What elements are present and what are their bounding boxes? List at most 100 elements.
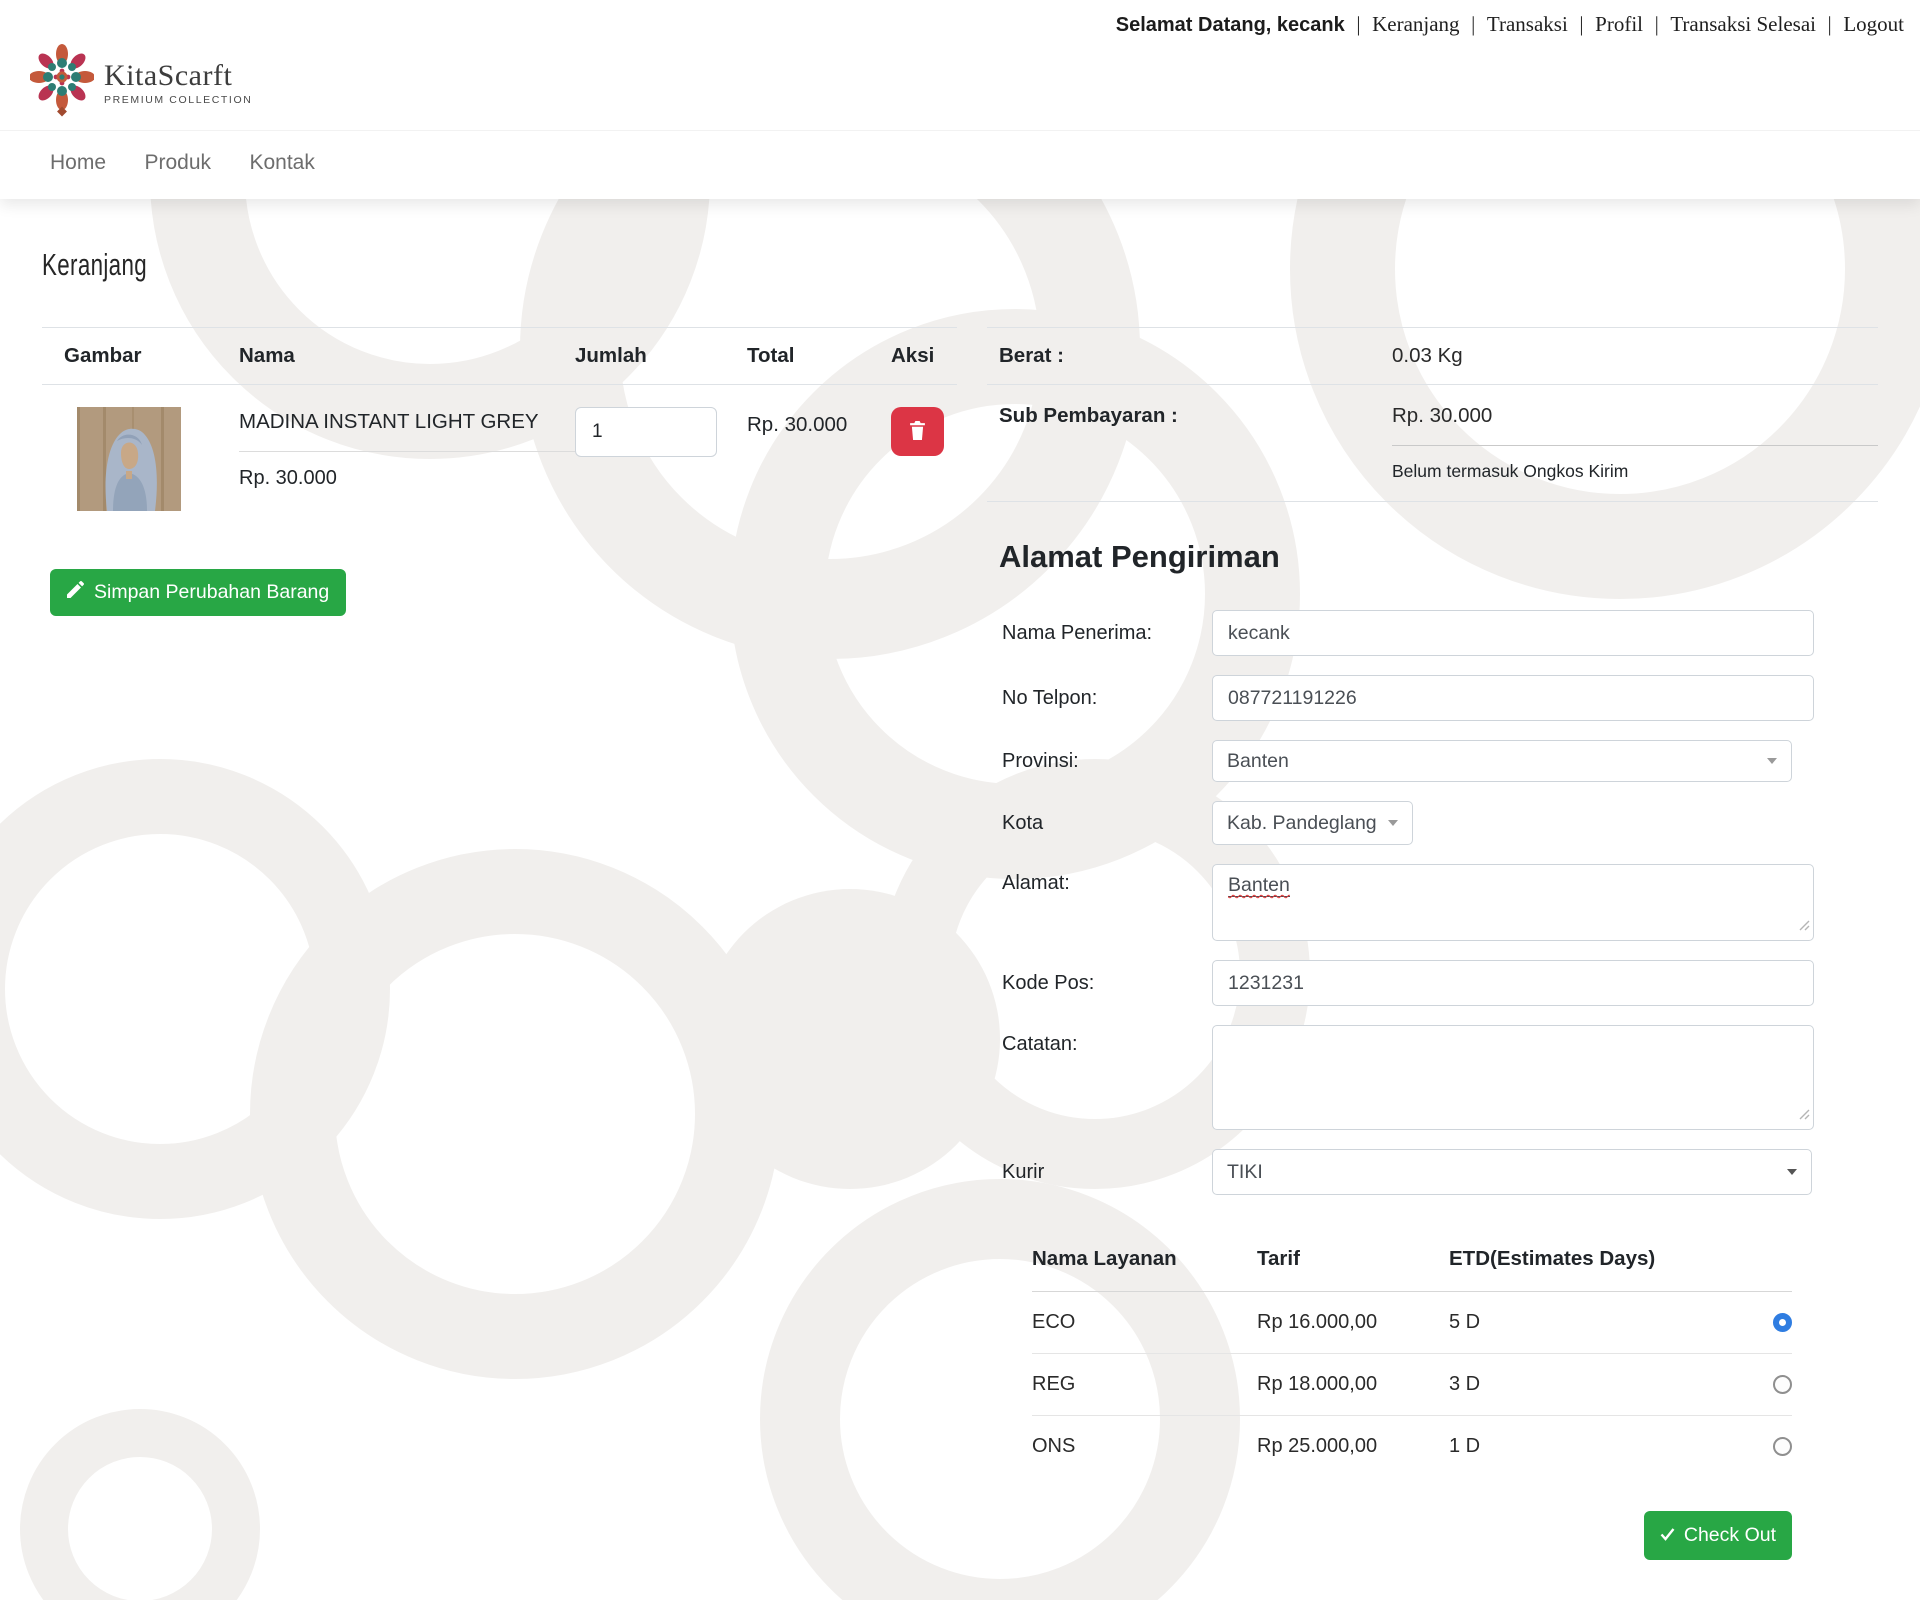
- alamat-value: Banten: [1228, 874, 1290, 896]
- form-row-kota: Kota Kab. Pandeglang: [987, 801, 1878, 845]
- service-etd: 5 D: [1449, 1311, 1481, 1333]
- mandala-flower-icon: [29, 41, 95, 124]
- shipping-option-radio-reg[interactable]: [1773, 1375, 1792, 1394]
- brand-header: KitaScarft PREMIUM COLLECTION: [0, 39, 1920, 130]
- subtotal-row: Sub Pembayaran : Rp. 30.000 Belum termas…: [987, 385, 1878, 502]
- user-topbar: Selamat Datang, kecank | Keranjang | Tra…: [0, 0, 1920, 39]
- alamat-label: Alamat:: [1002, 872, 1070, 894]
- separator: |: [1654, 12, 1659, 36]
- subtotal-label: Sub Pembayaran :: [999, 404, 1178, 427]
- row-total: Rp. 30.000: [747, 413, 848, 436]
- delete-item-button[interactable]: [891, 407, 944, 456]
- kurir-select[interactable]: TIKI: [1212, 1149, 1812, 1195]
- column-header-total: Total: [747, 344, 795, 367]
- column-header-tarif: Tarif: [1257, 1247, 1300, 1270]
- kode-pos-field[interactable]: [1212, 960, 1814, 1006]
- subtotal-value: Rp. 30.000: [1392, 404, 1878, 446]
- provinsi-select[interactable]: Banten: [1212, 740, 1792, 782]
- provinsi-selected-value: Banten: [1227, 749, 1289, 772]
- service-name: REG: [1032, 1373, 1076, 1395]
- separator: |: [1471, 12, 1476, 36]
- kurir-label: Kurir: [1002, 1160, 1045, 1183]
- shipping-option-radio-eco[interactable]: [1773, 1313, 1792, 1332]
- separator: |: [1827, 12, 1832, 36]
- topbar-link-transaksi[interactable]: Transaksi: [1486, 12, 1568, 36]
- quantity-input[interactable]: [575, 407, 717, 457]
- shipping-options-header: Nama Layanan Tarif ETD(Estimates Days): [1032, 1237, 1792, 1292]
- nama-penerima-label: Nama Penerima:: [1002, 621, 1153, 644]
- weight-value: 0.03 Kg: [1392, 344, 1463, 367]
- trash-icon: [909, 420, 926, 443]
- product-name: MADINA INSTANT LIGHT GREY: [239, 407, 575, 452]
- form-row-kurir: Kurir TIKI: [987, 1149, 1878, 1195]
- form-row-no-telpon: No Telpon:: [987, 675, 1878, 721]
- service-name: ONS: [1032, 1435, 1076, 1457]
- form-row-kode-pos: Kode Pos:: [987, 960, 1878, 1006]
- nav-item-home[interactable]: Home: [50, 151, 107, 174]
- nav-item-produk[interactable]: Produk: [144, 151, 212, 174]
- pencil-icon: [67, 581, 84, 604]
- column-header-nama-layanan: Nama Layanan: [1032, 1247, 1177, 1270]
- save-changes-label: Simpan Perubahan Barang: [94, 581, 330, 603]
- shipping-options-table: Nama Layanan Tarif ETD(Estimates Days) E…: [1032, 1237, 1792, 1560]
- column-header-gambar: Gambar: [64, 344, 142, 367]
- chevron-down-icon: [1767, 758, 1777, 764]
- provinsi-label: Provinsi:: [1002, 749, 1079, 772]
- service-tarif: Rp 16.000,00: [1257, 1311, 1378, 1333]
- kode-pos-label: Kode Pos:: [1002, 971, 1095, 994]
- shipping-option-radio-ons[interactable]: [1773, 1437, 1792, 1456]
- resize-grip-icon[interactable]: [1799, 1103, 1810, 1126]
- column-header-aksi: Aksi: [891, 344, 935, 367]
- no-telpon-field[interactable]: [1212, 675, 1814, 721]
- kota-select[interactable]: Kab. Pandeglang: [1212, 801, 1413, 845]
- product-photo: [77, 407, 181, 511]
- topbar-link-profil[interactable]: Profil: [1595, 12, 1643, 36]
- kurir-selected-value: TIKI: [1227, 1160, 1263, 1183]
- column-header-nama: Nama: [239, 344, 295, 367]
- welcome-text: Selamat Datang, kecank: [1115, 14, 1345, 36]
- chevron-down-icon: [1787, 1169, 1797, 1175]
- topbar-link-logout[interactable]: Logout: [1843, 12, 1904, 36]
- cart-table-header: Gambar Nama Jumlah Total Aksi: [42, 327, 957, 385]
- page-title: Keranjang: [42, 247, 148, 282]
- shipping-option-row-ons: ONS Rp 25.000,00 1 D: [1032, 1416, 1792, 1477]
- catatan-textarea[interactable]: [1212, 1025, 1814, 1130]
- checkout-label: Check Out: [1683, 1524, 1776, 1546]
- form-row-alamat: Alamat: Banten: [987, 864, 1878, 941]
- form-row-provinsi: Provinsi: Banten: [987, 740, 1878, 782]
- subtotal-note: Belum termasuk Ongkos Kirim: [1392, 461, 1629, 481]
- cart-section: Gambar Nama Jumlah Total Aksi: [42, 327, 957, 616]
- nav-item-kontak[interactable]: Kontak: [249, 151, 315, 174]
- chevron-down-icon: [1387, 820, 1398, 826]
- checkout-button[interactable]: Check Out: [1643, 1511, 1792, 1560]
- kota-label: Kota: [1002, 811, 1044, 834]
- weight-row: Berat : 0.03 Kg: [987, 327, 1878, 385]
- main-navbar: Home Produk Kontak: [0, 130, 1920, 199]
- service-etd: 1 D: [1449, 1435, 1481, 1457]
- shipping-option-row-reg: REG Rp 18.000,00 3 D: [1032, 1354, 1792, 1416]
- topbar-link-keranjang[interactable]: Keranjang: [1372, 12, 1460, 36]
- catatan-label: Catatan:: [1002, 1033, 1078, 1055]
- check-icon: [1660, 1524, 1675, 1547]
- separator: |: [1579, 12, 1584, 36]
- nama-penerima-field[interactable]: [1212, 610, 1814, 656]
- service-tarif: Rp 25.000,00: [1257, 1435, 1378, 1457]
- shipping-form-title: Alamat Pengiriman: [999, 539, 1280, 574]
- brand-name: KitaScarft: [104, 59, 233, 92]
- service-tarif: Rp 18.000,00: [1257, 1373, 1378, 1395]
- no-telpon-label: No Telpon:: [1002, 686, 1098, 709]
- alamat-textarea[interactable]: Banten: [1212, 864, 1814, 941]
- separator: |: [1356, 12, 1361, 36]
- resize-grip-icon[interactable]: [1799, 914, 1810, 937]
- save-changes-button[interactable]: Simpan Perubahan Barang: [50, 569, 347, 616]
- checkout-section: Berat : 0.03 Kg Sub Pembayaran : Rp. 30.…: [987, 327, 1878, 1560]
- cart-item-row: MADINA INSTANT LIGHT GREY Rp. 30.000 Rp.…: [42, 385, 957, 511]
- topbar-link-transaksi-selesai[interactable]: Transaksi Selesai: [1670, 12, 1816, 36]
- kota-selected-value: Kab. Pandeglang: [1227, 811, 1377, 834]
- service-name: ECO: [1032, 1311, 1076, 1333]
- weight-label: Berat :: [999, 344, 1064, 367]
- shipping-option-row-eco: ECO Rp 16.000,00 5 D: [1032, 1292, 1792, 1354]
- form-row-nama-penerima: Nama Penerima:: [987, 610, 1878, 656]
- form-row-catatan: Catatan:: [987, 1025, 1878, 1130]
